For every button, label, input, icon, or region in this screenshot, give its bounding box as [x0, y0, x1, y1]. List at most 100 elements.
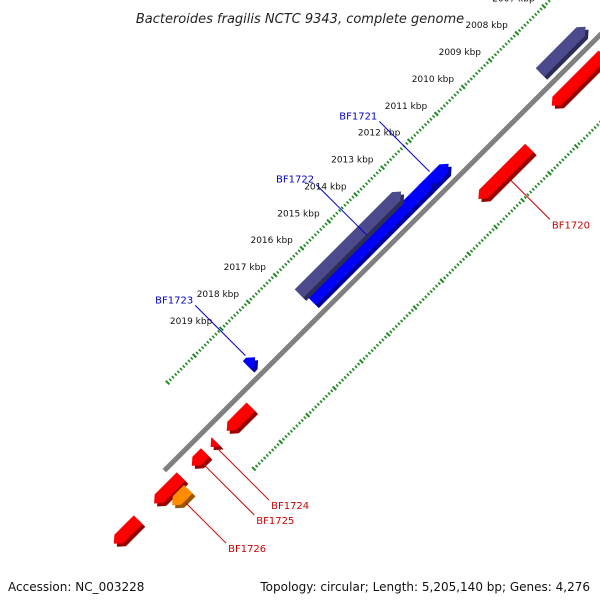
inner-tick-mark — [389, 330, 393, 334]
inner-tick-mark — [340, 378, 345, 382]
inner-tick-mark — [558, 160, 562, 165]
gene-label[interactable]: BF1720 — [552, 220, 590, 231]
inner-tick-mark — [555, 163, 560, 167]
outer-tick-mark — [433, 111, 439, 117]
outer-tick-mark — [483, 63, 487, 68]
outer-tick-mark — [346, 200, 350, 205]
gene-label[interactable]: BF1722 — [276, 175, 314, 186]
inner-tick-mark — [335, 383, 339, 388]
outer-tick-mark — [241, 305, 245, 309]
gene-arrow[interactable] — [307, 179, 433, 306]
inner-tick-mark — [410, 308, 414, 312]
inner-tick-mark — [496, 222, 500, 226]
inner-tick-mark — [251, 466, 257, 472]
inner-tick-mark — [469, 249, 474, 253]
tick-label: 2014 kbp — [304, 182, 347, 192]
inner-tick-mark — [456, 263, 460, 267]
inner-tick-mark — [529, 190, 533, 194]
outer-tick-mark — [168, 378, 172, 382]
outer-tick-mark — [356, 190, 360, 194]
outer-tick-mark — [265, 281, 269, 285]
gene-feature[interactable] — [535, 26, 589, 80]
inner-tick-mark — [515, 203, 519, 208]
inner-tick-mark — [354, 365, 358, 369]
outer-tick-mark — [235, 311, 240, 315]
outer-tick-mark — [472, 74, 476, 78]
gene-arrow[interactable] — [551, 50, 600, 106]
outer-tick-mark — [367, 179, 371, 183]
gene-arrow[interactable] — [210, 437, 221, 448]
gene-arrow[interactable] — [478, 143, 534, 199]
outer-tick-mark — [456, 90, 460, 94]
inner-tick-mark — [453, 265, 457, 269]
inner-tick-mark — [408, 311, 412, 315]
outer-tick-mark — [485, 61, 489, 65]
gene-label[interactable]: BF1725 — [256, 516, 294, 527]
gene-label-layer: BF1721 BF1722 BF1723 BF1720 BF1724 BF1725 BF17… — [155, 111, 590, 555]
outer-tick-mark — [487, 57, 493, 63]
outer-tick-mark — [171, 375, 175, 379]
outer-tick-mark — [225, 321, 229, 326]
outer-tick-mark — [278, 268, 283, 272]
gene-feature[interactable] — [210, 437, 224, 451]
inner-tick-mark — [491, 228, 495, 232]
inner-tick-mark — [268, 451, 272, 455]
gene-feature[interactable] — [307, 179, 436, 309]
inner-tick-mark — [432, 287, 436, 291]
gene-feature[interactable] — [478, 143, 537, 202]
inner-tick-mark — [402, 316, 406, 320]
inner-tick-mark — [475, 244, 479, 248]
tick-label: 2015 kbp — [277, 209, 320, 219]
inner-tick-mark — [311, 408, 315, 412]
outer-tick-mark — [539, 7, 543, 11]
gene-arrow[interactable] — [154, 472, 186, 504]
inner-tick-mark — [426, 292, 431, 296]
gene-label-leader — [378, 121, 430, 172]
inner-tick-mark — [596, 123, 600, 127]
inner-tick-mark — [502, 217, 506, 221]
gene-label[interactable]: BF1721 — [339, 111, 377, 122]
inner-tick-mark — [493, 224, 499, 230]
gene-arrow[interactable] — [172, 485, 193, 506]
inner-tick-mark — [569, 150, 573, 154]
inner-tick-mark — [322, 397, 326, 401]
outer-tick-mark — [410, 136, 414, 140]
outer-tick-mark — [286, 260, 291, 264]
gene-arrow[interactable] — [191, 448, 210, 466]
inner-tick-mark — [305, 412, 311, 418]
outer-tick-mark — [388, 157, 393, 162]
outer-tick-mark — [509, 37, 514, 41]
gene-feature[interactable] — [113, 515, 146, 547]
tick-layer: 2007 kbp 2008 kbp 2009 kbp 2010 kbp 2011 kbp… — [165, 0, 600, 472]
inner-tick-mark — [316, 402, 320, 406]
outer-tick-mark — [184, 362, 189, 366]
outer-tick-mark — [523, 23, 527, 27]
gene-feature[interactable] — [226, 402, 259, 434]
gene-feature[interactable] — [154, 472, 189, 507]
gene-arrow[interactable] — [226, 402, 256, 431]
inner-tick-mark — [561, 158, 565, 162]
inner-tick-mark — [362, 357, 366, 361]
gene-arrow[interactable] — [294, 191, 402, 298]
gene-arrow[interactable] — [535, 26, 586, 77]
outer-tick-mark — [190, 356, 194, 360]
gene-feature[interactable] — [294, 191, 405, 301]
gene-label[interactable]: BF1726 — [228, 544, 266, 555]
inner-tick-mark — [308, 410, 312, 415]
outer-tick-mark — [458, 88, 463, 92]
inner-tick-mark — [466, 251, 472, 257]
outer-tick-mark — [378, 168, 382, 172]
gene-feature[interactable] — [191, 448, 213, 469]
inner-tick-mark — [383, 335, 388, 339]
gene-arrow[interactable] — [242, 357, 256, 370]
inner-tick-mark — [265, 453, 269, 458]
gene-feature[interactable] — [551, 50, 600, 109]
outer-tick-mark — [294, 251, 299, 256]
gene-feature[interactable] — [172, 485, 196, 509]
gene-label[interactable]: BF1723 — [155, 295, 193, 306]
gene-label[interactable]: BF1724 — [271, 501, 309, 512]
inner-tick-mark — [292, 426, 296, 431]
gene-feature[interactable] — [242, 357, 259, 373]
gene-label-leader — [218, 449, 270, 501]
gene-arrow[interactable] — [113, 515, 143, 544]
